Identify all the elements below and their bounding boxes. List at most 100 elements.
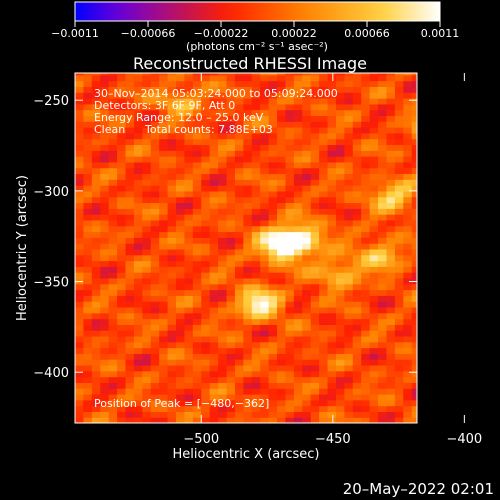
heatmap-cell [91,370,101,378]
heatmap-cell [192,98,202,105]
heatmap-cell [234,364,244,372]
heatmap-cell [100,306,110,314]
heatmap-cell [201,219,211,227]
heatmap-cell [83,208,93,215]
heatmap-cell [167,86,177,93]
heatmap-cell [344,231,354,238]
heatmap-cell [411,103,417,111]
heatmap-cell [335,86,345,93]
heatmap-cell [361,393,371,401]
heatmap-cell [260,98,270,105]
heatmap-cell [293,405,303,412]
heatmap-cell [310,248,320,256]
heatmap-cell [243,393,253,401]
heatmap-cell [83,132,93,140]
heatmap-cell [319,74,329,82]
heatmap-cell [133,260,143,267]
heatmap-cell [335,335,345,343]
heatmap-cell [184,132,194,140]
heatmap-cell [243,341,253,349]
heatmap-cell [302,353,312,360]
heatmap-cell [403,150,413,157]
heatmap-cell [277,370,287,378]
heatmap-cell [100,185,110,192]
heatmap-cell [243,283,253,291]
heatmap-cell [133,132,143,140]
heatmap-cell [335,173,345,180]
heatmap-cell [378,161,388,169]
heatmap-cell [142,103,152,111]
heatmap-cell [268,405,278,412]
heatmap-cell [201,341,211,349]
heatmap-cell [184,417,194,423]
heatmap-cell [302,335,312,343]
heatmap-cell [184,411,194,418]
heatmap-cell [369,237,379,244]
heatmap-cell [100,161,110,169]
heatmap-cell [378,341,388,349]
heatmap-cell [201,161,211,169]
heatmap-cell [394,144,404,151]
heatmap-cell [100,127,110,134]
heatmap-cell [285,266,295,273]
heatmap-cell [234,231,244,238]
heatmap-cell [268,190,278,198]
heatmap-cell [108,103,118,111]
heatmap-cell [142,80,152,88]
heatmap-cell [251,190,261,198]
heatmap-cell [277,156,287,163]
heatmap-cell [133,324,143,331]
heatmap-cell [100,254,110,262]
heatmap-cell [310,318,320,325]
heatmap-cell [403,330,413,337]
heatmap-cell [218,237,228,244]
heatmap-cell [411,138,417,146]
heatmap-cell [201,173,211,180]
heatmap-cell [293,150,303,157]
heatmap-cell [150,144,160,151]
heatmap-cell [411,382,417,389]
heatmap-cell [394,417,404,423]
heatmap-cell [167,341,177,349]
heatmap-cell [192,225,202,233]
heatmap-cell [268,295,278,302]
heatmap-cell [335,179,345,186]
heatmap-cell [327,254,337,262]
heatmap-cell [159,330,169,337]
heatmap-cell [226,388,236,395]
heatmap-cell [293,173,303,180]
heatmap-cell [159,260,169,267]
heatmap-cell [260,190,270,198]
heatmap-cell [142,295,152,302]
heatmap-cell [150,231,160,238]
heatmap-cell [302,86,312,93]
heatmap-cell [226,150,236,157]
heatmap-cell [386,353,396,360]
heatmap-cell [344,161,354,169]
heatmap-cell [386,364,396,372]
heatmap-cell [201,86,211,93]
heatmap-cell [403,306,413,314]
heatmap-cell [344,417,354,423]
heatmap-cell [75,243,85,250]
heatmap-cell [125,376,135,383]
heatmap-cell [260,318,270,325]
heatmap-cell [335,127,345,134]
heatmap-cell [260,405,270,412]
heatmap-cell [167,388,177,395]
heatmap-cell [378,74,388,82]
heatmap-cell [150,103,160,111]
heatmap-cell [293,353,303,360]
colorbar-tick-label: 0.0011 [421,27,460,40]
heatmap-cell [201,115,211,122]
heatmap-cell [243,266,253,273]
heatmap-cell [176,138,186,146]
heatmap-cell [411,208,417,215]
heatmap-cell [108,173,118,180]
heatmap-cell [369,295,379,302]
heatmap-cell [176,318,186,325]
heatmap-cell [218,156,228,163]
colorbar-ticks: −0.0011 −0.00066 −0.00022 0.00022 0.00066 0.0… [51,21,459,40]
heatmap-cell [117,161,127,169]
heatmap-cell [108,80,118,88]
